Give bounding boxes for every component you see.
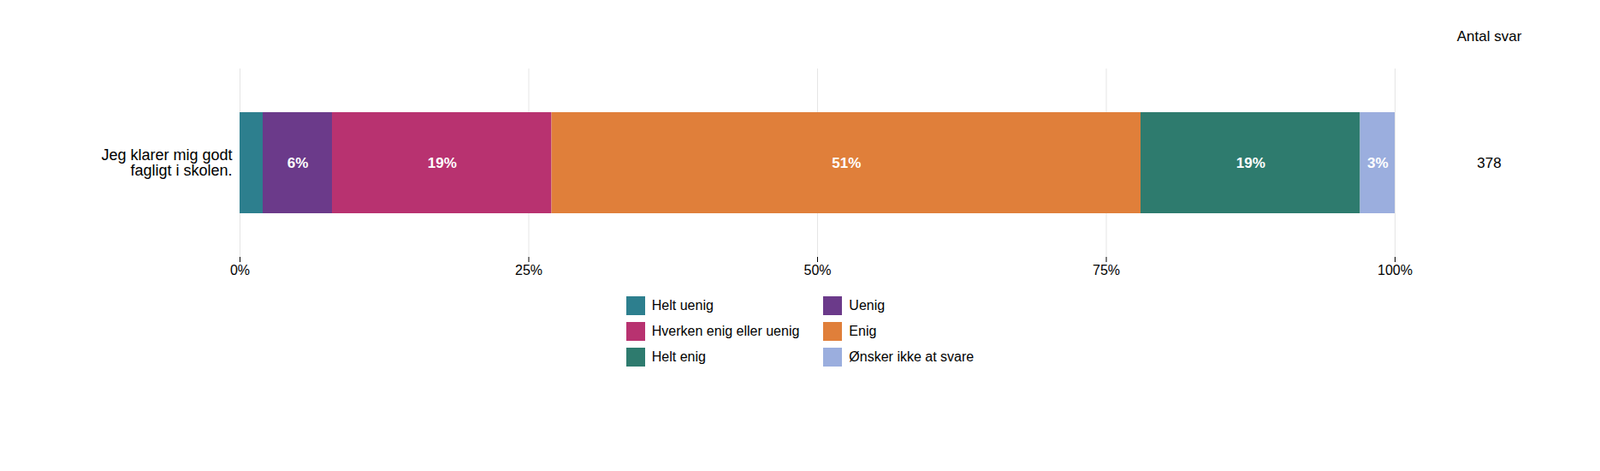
- svg-text:Jeg klarer mig godtfagligt i s: Jeg klarer mig godtfagligt i skolen.: [100, 146, 232, 179]
- svg-text:6%: 6%: [287, 154, 309, 172]
- svg-text:Antal svar: Antal svar: [1457, 28, 1523, 45]
- svg-text:51%: 51%: [831, 154, 861, 172]
- svg-text:3%: 3%: [1367, 154, 1389, 172]
- html-text:Ønsker ikke at svare: Ønsker ikke at svare: [849, 349, 974, 364]
- html-text:Helt uenig: Helt uenig: [651, 297, 714, 313]
- svg-text:378: 378: [1476, 154, 1501, 172]
- svg-text:100%: 100%: [1377, 262, 1413, 278]
- html-text:Hverken enig eller uenig: Hverken enig eller uenig: [651, 323, 800, 338]
- svg-text:50%: 50%: [803, 262, 831, 278]
- svg-text:0%: 0%: [230, 262, 250, 278]
- svg-text:75%: 75%: [1092, 262, 1120, 278]
- svg-text:19%: 19%: [1236, 154, 1266, 172]
- html-text:Helt enig: Helt enig: [651, 349, 706, 364]
- html-text:Enig: Enig: [849, 323, 877, 338]
- html-text:Uenig: Uenig: [849, 297, 885, 313]
- svg-text:19%: 19%: [427, 154, 457, 172]
- svg-text:25%: 25%: [515, 262, 543, 278]
